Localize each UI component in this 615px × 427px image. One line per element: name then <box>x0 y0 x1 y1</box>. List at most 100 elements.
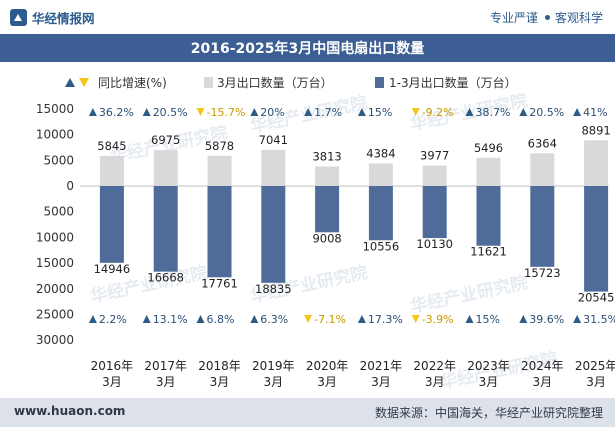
growth-up-triangle-icon <box>465 315 474 323</box>
cumulative-bar <box>368 186 393 241</box>
cumulative-bar <box>584 186 609 292</box>
cumulative-bar <box>207 186 232 278</box>
y-tick-label: 15000 <box>36 102 74 116</box>
cumulative-value-label: 18835 <box>255 282 292 296</box>
monthly-value-label: 6975 <box>151 133 180 147</box>
monthly-bar <box>153 150 178 186</box>
growth-up-triangle-icon <box>357 108 366 116</box>
cumulative-value-label: 16668 <box>147 271 184 285</box>
monthly-value-label: 4384 <box>366 146 395 160</box>
cumulative-bar <box>476 186 501 246</box>
monthly-bar <box>315 166 340 186</box>
growth-monthly-label: 38.7% <box>476 106 511 119</box>
tag-professional: 专业严谨 <box>489 11 538 25</box>
growth-cumulative-label: 31.5% <box>583 313 615 326</box>
monthly-bar <box>476 157 501 186</box>
growth-monthly-label: -15.7% <box>207 106 246 119</box>
monthly-value-label: 3813 <box>312 149 341 163</box>
cumulative-value-label: 14946 <box>94 262 131 276</box>
x-tick-label-year: 2016年 <box>91 359 134 373</box>
monthly-bar <box>584 140 609 186</box>
cumulative-value-label: 10556 <box>363 239 400 253</box>
cumulative-bar <box>153 186 178 272</box>
monthly-bar <box>422 165 447 186</box>
x-tick-label-year: 2024年 <box>521 359 564 373</box>
x-tick-label-month: 3月 <box>210 375 230 389</box>
cumulative-bar <box>530 186 555 267</box>
growth-up-triangle-icon <box>88 108 97 116</box>
monthly-value-label: 5496 <box>474 141 503 155</box>
legend-cumulative-label: 1-3月出口数量（万台） <box>389 75 517 90</box>
x-tick-label-month: 3月 <box>532 375 552 389</box>
y-tick-label: 20000 <box>36 282 74 296</box>
growth-cumulative-label: 15% <box>476 313 500 326</box>
growth-cumulative-label: 17.3% <box>368 313 403 326</box>
footer-url[interactable]: www.huaon.com <box>14 404 126 418</box>
growth-cumulative-label: 6.8% <box>207 313 235 326</box>
x-tick-label-month: 3月 <box>371 375 391 389</box>
tag-objective: 客观科学 <box>554 11 603 25</box>
monthly-bar <box>530 153 555 186</box>
y-tick-label: 10000 <box>36 230 74 244</box>
y-tick-label: 5000 <box>43 153 74 167</box>
brand-name: 华经情报网 <box>32 11 95 26</box>
y-tick-label: 10000 <box>36 128 74 142</box>
logo-icon <box>10 9 27 26</box>
growth-monthly-label: 15% <box>368 106 392 119</box>
growth-down-triangle-icon <box>304 315 313 323</box>
monthly-bar <box>261 149 286 186</box>
growth-up-triangle-icon <box>465 108 474 116</box>
x-tick-label-month: 3月 <box>156 375 176 389</box>
chart-title: 2016-2025年3月中国电扇出口数量 <box>190 41 425 57</box>
monthly-value-label: 5845 <box>97 139 126 153</box>
growth-monthly-label: 36.2% <box>99 106 134 119</box>
growth-up-triangle-icon <box>573 108 582 116</box>
legend-monthly-swatch <box>204 77 213 88</box>
y-tick-label: 0 <box>66 179 74 193</box>
growth-cumulative-label: 2.2% <box>99 313 127 326</box>
legend-up-triangle-icon <box>65 78 75 87</box>
brand-tags: 专业严谨 客观科学 <box>490 9 603 26</box>
x-tick-label-month: 3月 <box>479 375 499 389</box>
monthly-value-label: 7041 <box>259 133 288 147</box>
cumulative-value-label: 20545 <box>578 291 615 305</box>
y-tick-label: 5000 <box>43 205 74 219</box>
monthly-value-label: 5878 <box>205 139 234 153</box>
cumulative-value-label: 15723 <box>524 266 561 280</box>
growth-monthly-label: -9.2% <box>422 106 454 119</box>
brand-logo[interactable]: 华经情报网 <box>10 8 95 27</box>
cumulative-value-label: 11621 <box>470 245 507 259</box>
monthly-bar <box>368 163 393 186</box>
x-tick-label-year: 2022年 <box>413 359 456 373</box>
cumulative-value-label: 17761 <box>201 276 238 290</box>
x-tick-label-month: 3月 <box>586 375 606 389</box>
x-tick-label-month: 3月 <box>102 375 122 389</box>
growth-cumulative-label: 6.3% <box>260 313 288 326</box>
watermark-text: 华经产业研究院 <box>408 272 529 317</box>
x-tick-label-year: 2019年 <box>252 359 295 373</box>
growth-monthly-label: 20% <box>260 106 284 119</box>
growth-up-triangle-icon <box>88 315 97 323</box>
cumulative-bar <box>422 186 447 239</box>
growth-up-triangle-icon <box>304 108 313 116</box>
growth-up-triangle-icon <box>573 315 582 323</box>
growth-cumulative-label: 13.1% <box>153 313 188 326</box>
growth-monthly-label: 41% <box>583 106 607 119</box>
growth-up-triangle-icon <box>196 315 205 323</box>
growth-monthly-label: 20.5% <box>153 106 188 119</box>
separator-dot <box>544 15 550 20</box>
x-tick-label-year: 2020年 <box>306 359 349 373</box>
legend-monthly-label: 3月出口数量（万台） <box>217 75 333 90</box>
growth-down-triangle-icon <box>196 108 205 116</box>
growth-cumulative-label: -7.1% <box>314 313 346 326</box>
legend-cumulative-swatch <box>375 77 384 88</box>
cumulative-bar <box>315 186 340 233</box>
x-tick-label-year: 2017年 <box>144 359 187 373</box>
y-tick-label: 30000 <box>36 333 74 347</box>
cumulative-value-label: 10130 <box>416 237 453 251</box>
growth-down-triangle-icon <box>411 108 420 116</box>
x-tick-label-year: 2025年 <box>575 359 615 373</box>
y-tick-label: 25000 <box>36 308 74 322</box>
cumulative-bar <box>261 186 286 283</box>
